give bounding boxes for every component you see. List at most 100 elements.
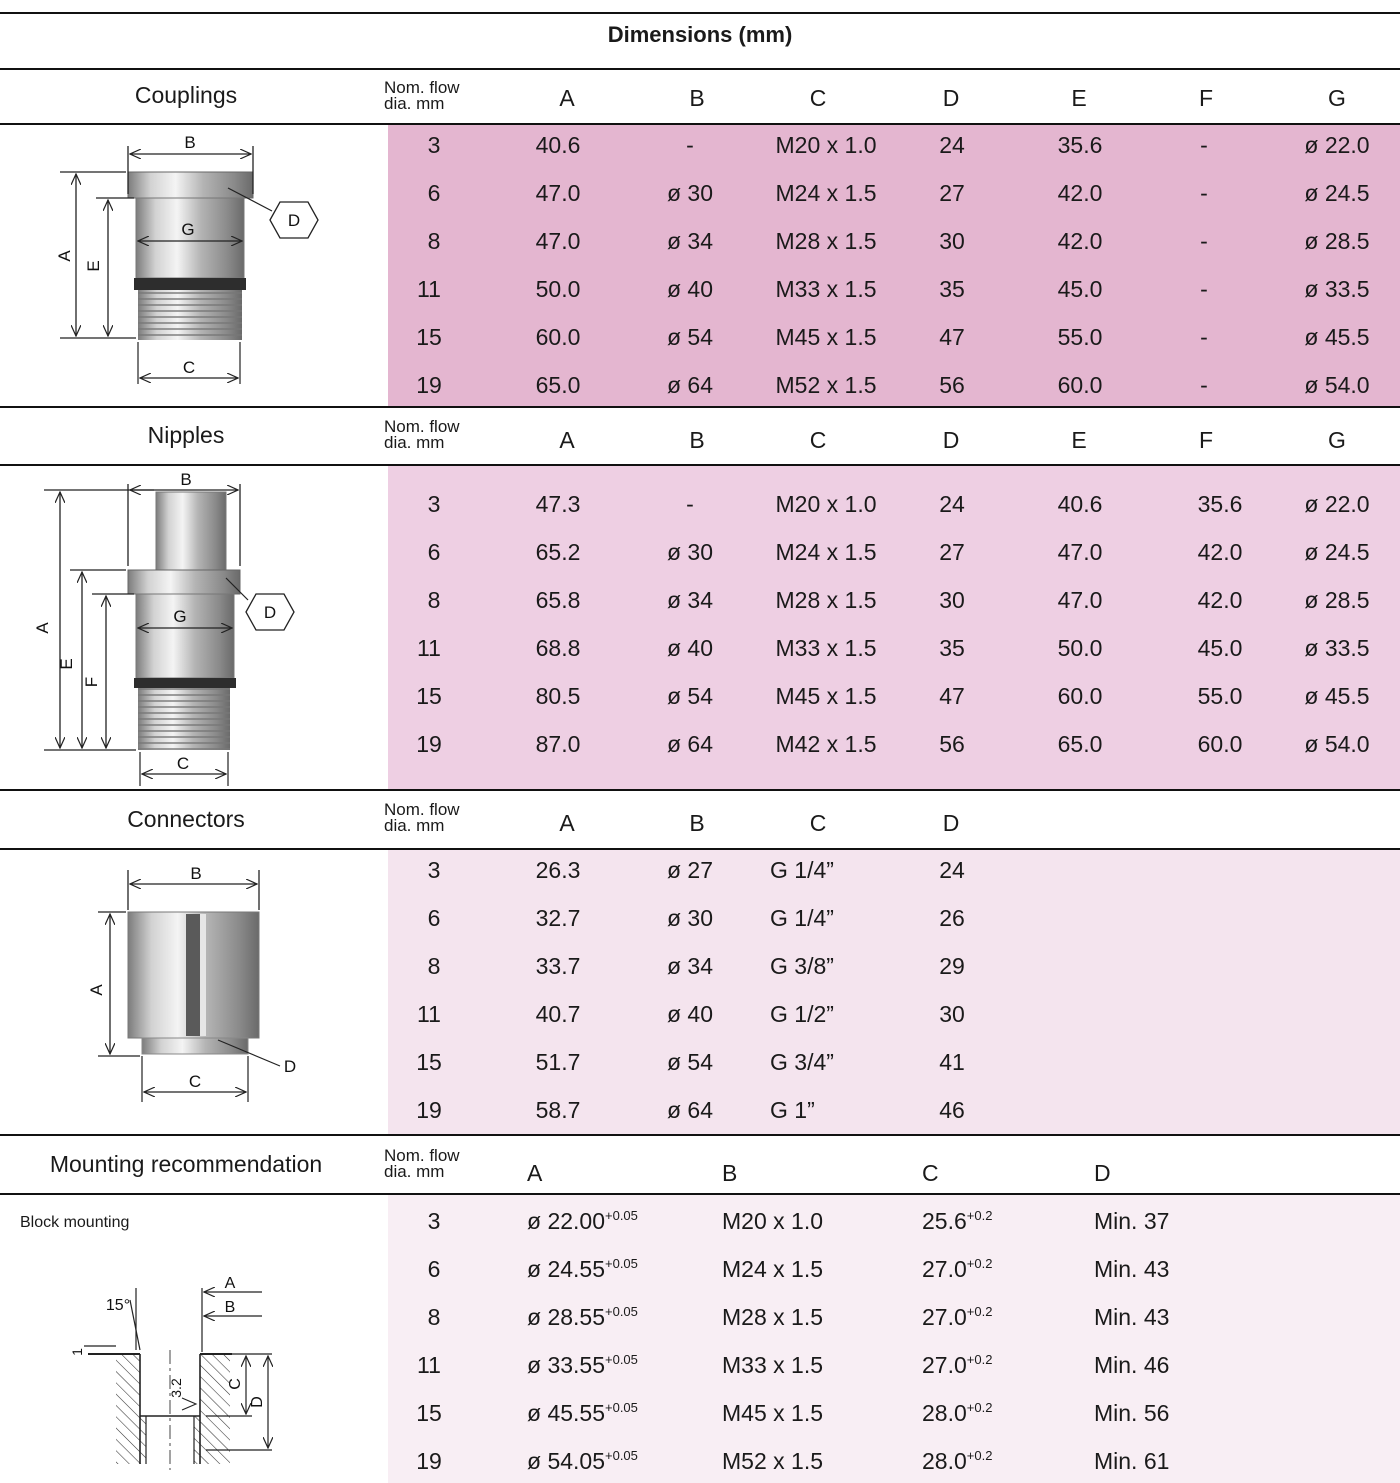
- col-header-c: C: [809, 810, 827, 836]
- nom-flow-line-2: dia. mm: [384, 94, 445, 113]
- dim-c-label: C: [183, 358, 195, 377]
- dim-a-label: A: [225, 1275, 236, 1292]
- dim-a-label: A: [33, 622, 52, 634]
- cell-f: -: [1200, 228, 1208, 254]
- cell-c: 27.0+0.2: [922, 1303, 992, 1331]
- tolerance-c: +0.2: [966, 1352, 993, 1367]
- col-header-a: A: [559, 427, 575, 453]
- cell-a: 50.0: [535, 276, 581, 302]
- nom-flow-header: Nom. flow dia. mm: [384, 1147, 460, 1180]
- cell-b: M45 x 1.5: [722, 1400, 823, 1426]
- cell-d: 35: [939, 276, 965, 302]
- cell-c: M52 x 1.5: [775, 372, 877, 398]
- cell-e: 42.0: [1057, 228, 1103, 254]
- nipples-band: [388, 465, 1400, 789]
- cell-a: 47.0: [535, 228, 581, 254]
- cell-c: G 1/2”: [770, 1001, 834, 1027]
- cell-b: M20 x 1.0: [722, 1208, 823, 1234]
- cell-b: ø 34: [666, 587, 714, 613]
- col-header-e: E: [1071, 427, 1087, 453]
- cell-d: Min. 56: [1094, 1400, 1170, 1426]
- cell-d: 56: [939, 372, 965, 398]
- cell-c: M28 x 1.5: [775, 228, 877, 254]
- hex-d-symbol: [245, 593, 295, 631]
- cell-f: -: [1200, 276, 1208, 302]
- col-header-f: F: [1198, 427, 1214, 453]
- col-header-d: D: [942, 427, 960, 453]
- cell-f: -: [1200, 180, 1208, 206]
- angle-label: 15°: [106, 1297, 130, 1314]
- cell-g: ø 28.5: [1304, 587, 1370, 613]
- cell-g: ø 22.0: [1304, 132, 1370, 158]
- cell-a: ø 33.55+0.05: [527, 1351, 638, 1379]
- cell-a: 47.0: [535, 180, 581, 206]
- cell-a: ø 45.55+0.05: [527, 1399, 638, 1427]
- cell-g: ø 54.0: [1304, 731, 1370, 757]
- cell-c: G 3/4”: [770, 1049, 834, 1075]
- cell-c: M24 x 1.5: [775, 539, 877, 565]
- cell-e: 60.0: [1057, 683, 1103, 709]
- cell-d: Min. 43: [1094, 1304, 1170, 1330]
- cell-c: M33 x 1.5: [775, 635, 877, 661]
- dim-f-label: F: [82, 677, 101, 687]
- cell-nom: 11: [417, 1352, 441, 1378]
- dim-b-label: B: [184, 133, 195, 152]
- dim-e-label: E: [84, 260, 103, 271]
- cell-b: ø 30: [666, 905, 714, 931]
- rule: [0, 406, 1400, 408]
- dim-c-label: C: [189, 1072, 201, 1091]
- col-header-a: A: [559, 810, 575, 836]
- cell-c: 28.0+0.2: [922, 1399, 992, 1427]
- cell-d: 30: [939, 1001, 965, 1027]
- cell-nom: 11: [417, 1001, 441, 1027]
- nom-flow-header: Nom. flow dia. mm: [384, 418, 460, 451]
- cell-b: ø 34: [666, 228, 714, 254]
- connector-drawing: B A D C: [87, 864, 296, 1102]
- col-header-f: F: [1198, 85, 1214, 111]
- cell-b: -: [686, 491, 694, 517]
- cell-f: 60.0: [1197, 731, 1243, 757]
- cell-nom: 19: [416, 372, 442, 398]
- rule: [0, 1134, 1400, 1136]
- cell-a: 65.0: [535, 372, 581, 398]
- dim-e-label: E: [57, 658, 76, 669]
- cell-b: ø 40: [666, 1001, 714, 1027]
- tolerance-a: +0.05: [605, 1400, 638, 1415]
- cell-d: 27: [939, 180, 965, 206]
- block-hatch-right: [200, 1354, 230, 1464]
- rule: [0, 848, 1400, 850]
- cell-e: 65.0: [1057, 731, 1103, 757]
- cell-e: 55.0: [1057, 324, 1103, 350]
- nipple-stem: [155, 491, 227, 571]
- couplings-band: [388, 124, 1400, 406]
- cell-g: ø 33.5: [1304, 276, 1370, 302]
- connector-slot: [186, 914, 200, 1036]
- cell-nom: 19: [416, 731, 442, 757]
- cell-e: 35.6: [1057, 132, 1103, 158]
- hex-d-symbol: [269, 201, 319, 239]
- cell-a: 40.6: [535, 132, 581, 158]
- cell-nom: 15: [416, 1049, 442, 1075]
- cell-c: 25.6+0.2: [922, 1207, 992, 1235]
- cell-g: ø 45.5: [1304, 324, 1370, 350]
- nom-flow-line-1: Nom. flow: [384, 800, 460, 819]
- coupling-drawing: B G D A E C: [55, 133, 319, 384]
- page-title: Dimensions (mm): [607, 22, 793, 47]
- cell-d: Min. 37: [1094, 1208, 1170, 1234]
- cell-b: ø 30: [666, 539, 714, 565]
- roughness-label: 3.2: [168, 1378, 184, 1398]
- cell-a: 26.3: [535, 857, 581, 883]
- cell-d: Min. 61: [1094, 1448, 1170, 1474]
- cell-a: ø 24.55+0.05: [527, 1255, 638, 1283]
- cell-a: ø 22.00+0.05: [527, 1207, 638, 1235]
- cell-nom: 11: [417, 276, 441, 302]
- nipples-section-title: Nipples: [147, 422, 225, 448]
- cell-c-value: 27.0: [922, 1352, 967, 1378]
- cell-b: ø 40: [666, 276, 714, 302]
- dim-c-label: C: [177, 754, 189, 773]
- col-header-e: E: [1071, 85, 1087, 111]
- cell-a: 87.0: [535, 731, 581, 757]
- cell-f: -: [1200, 372, 1208, 398]
- cell-a-value: ø 24.55: [527, 1256, 605, 1282]
